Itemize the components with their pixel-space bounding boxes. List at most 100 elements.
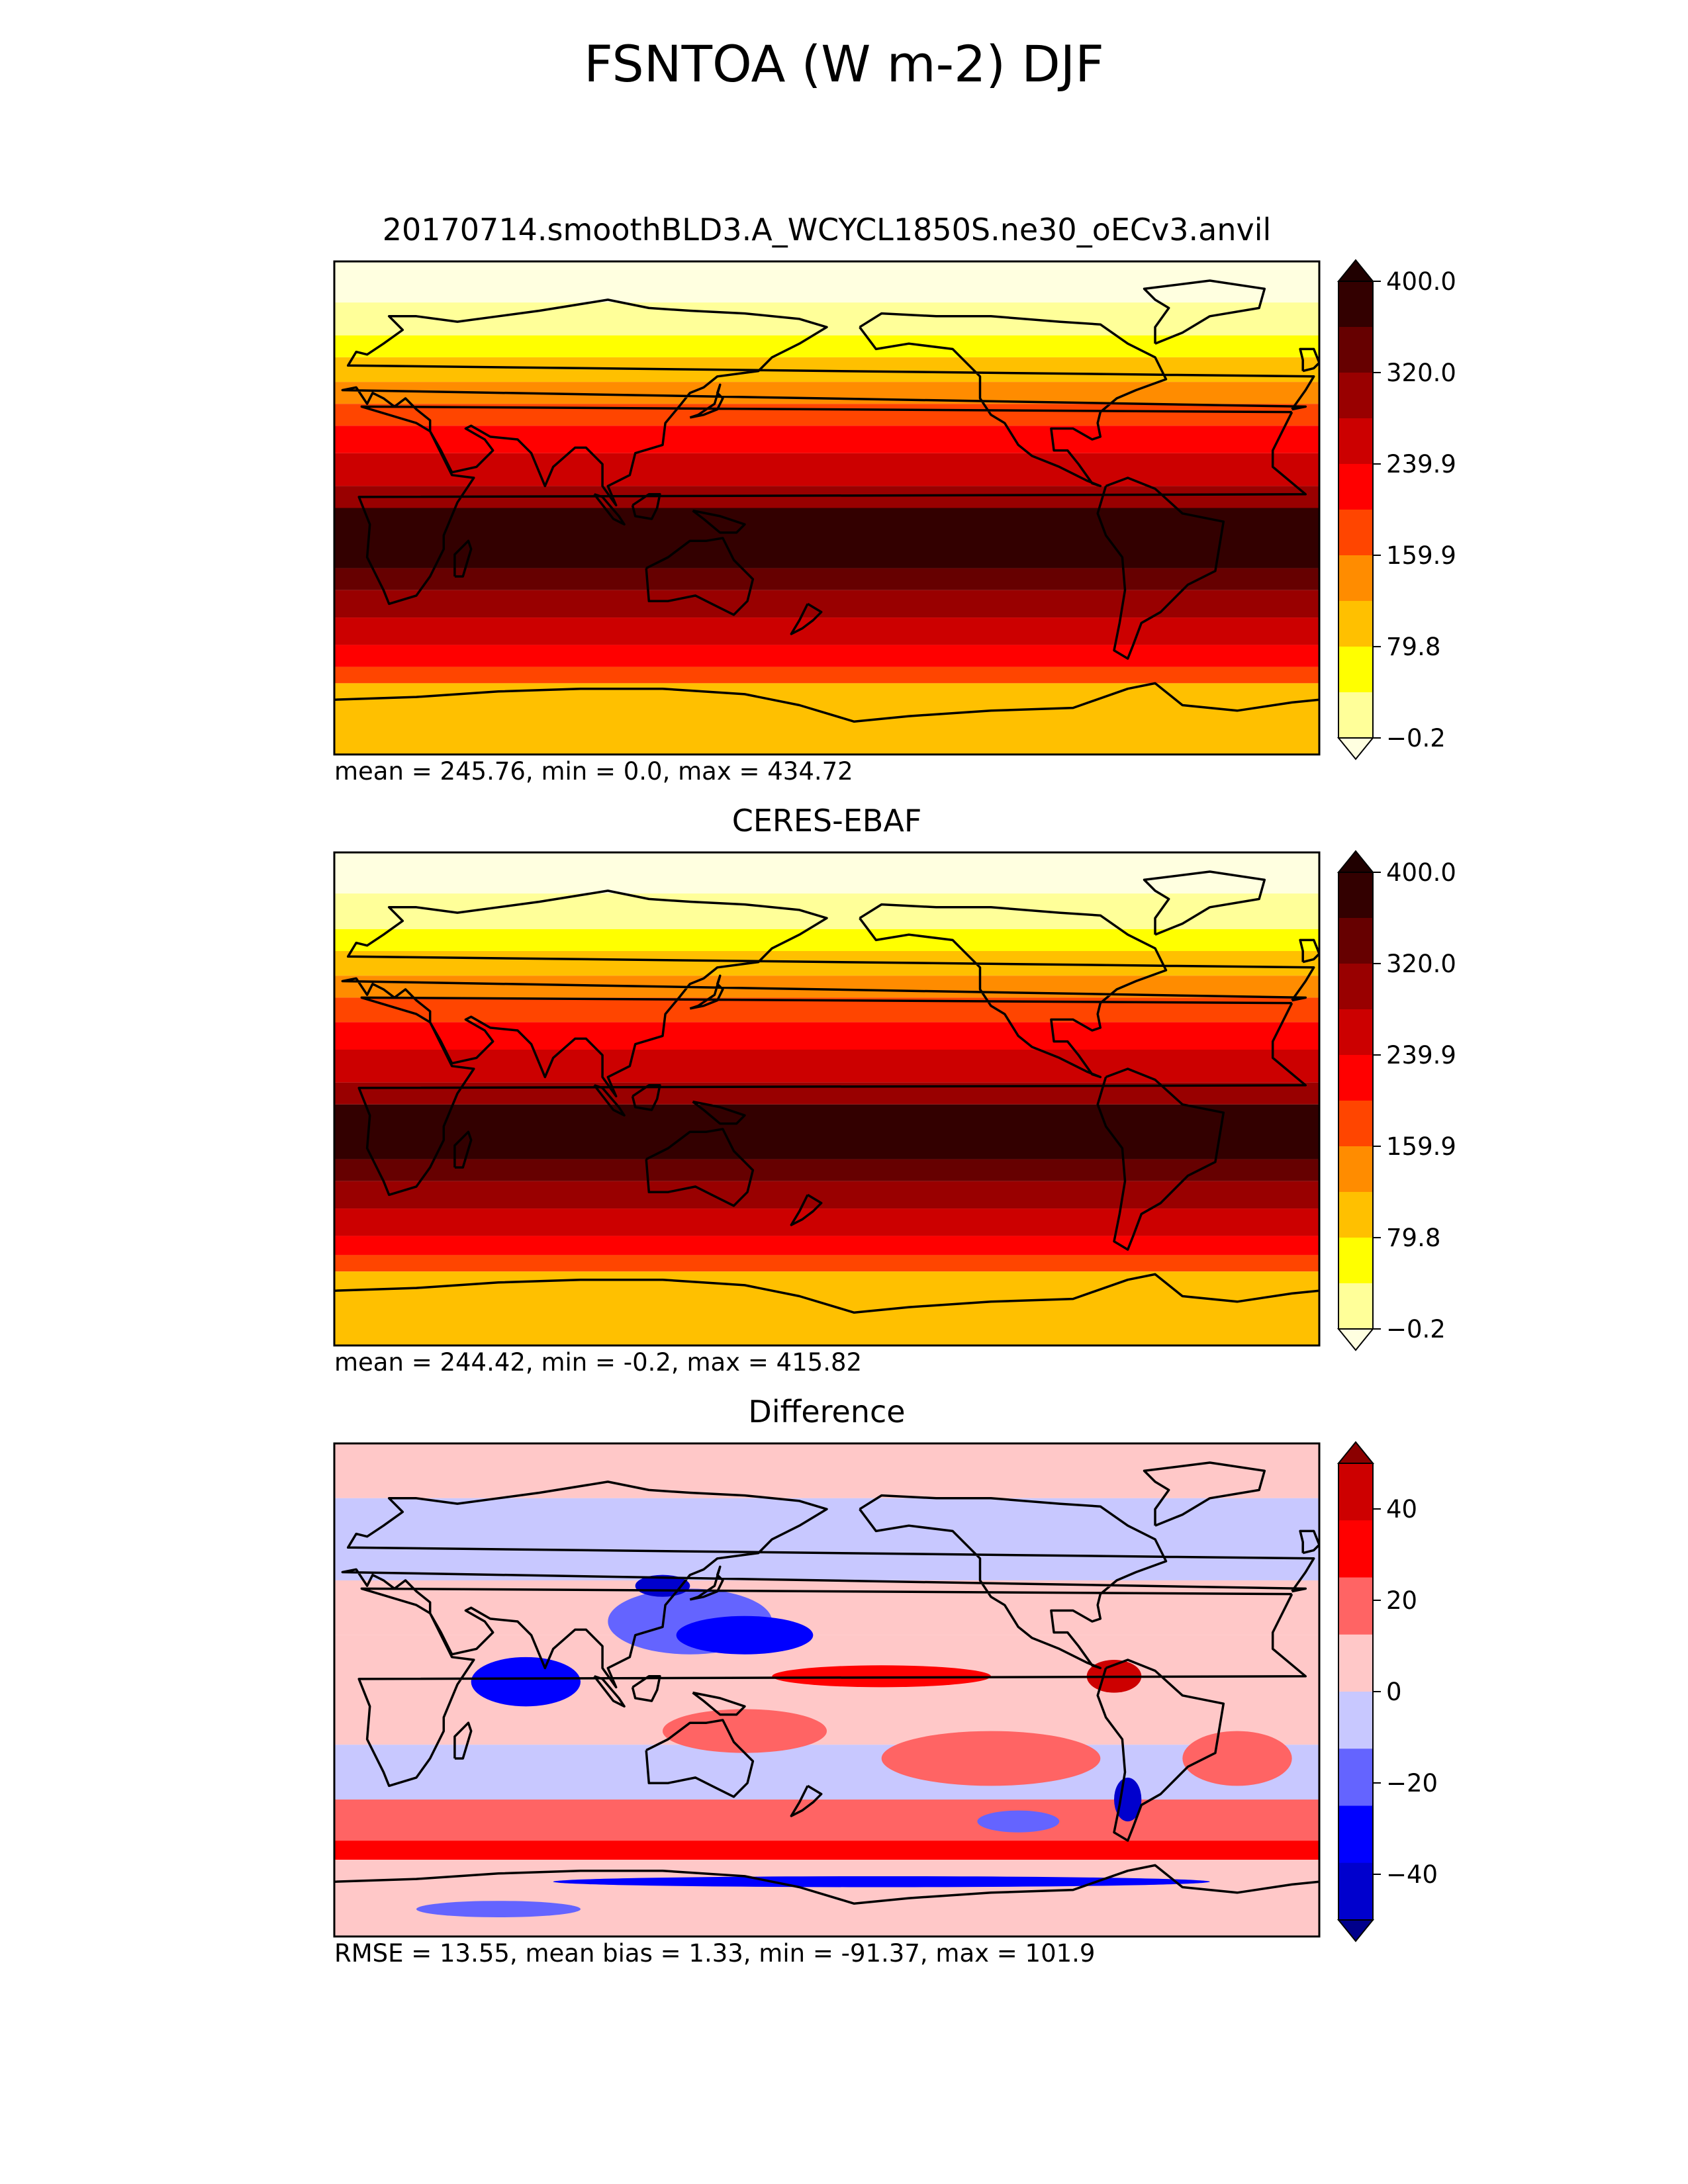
colorbar-segment bbox=[1338, 1805, 1373, 1864]
colorbar-segment bbox=[1338, 1634, 1373, 1692]
colorbar-frame bbox=[1338, 872, 1374, 1330]
colorbar-tick-label: 239.9 bbox=[1386, 450, 1456, 478]
map-field-test bbox=[334, 261, 1319, 754]
colorbar-segment bbox=[1338, 1749, 1373, 1806]
contour-anomaly bbox=[553, 1876, 1210, 1888]
contour-anomaly bbox=[663, 1709, 827, 1753]
colorbar-extend-max bbox=[1336, 1441, 1375, 1464]
colorbar-tick-label: 400.0 bbox=[1386, 858, 1456, 887]
colorbar-segment bbox=[1338, 1238, 1373, 1284]
colorbar-tick-label: 20 bbox=[1386, 1586, 1417, 1615]
contour-band bbox=[334, 683, 1319, 754]
coastlines-difference bbox=[334, 1461, 1319, 1905]
colorbar-extend-min bbox=[1336, 1328, 1375, 1351]
coastline bbox=[334, 870, 1319, 1314]
map-frame-test bbox=[333, 260, 1321, 756]
contour-band bbox=[334, 1181, 1319, 1209]
contour-band bbox=[334, 1104, 1319, 1160]
colorbar-segment bbox=[1338, 692, 1373, 739]
colorbar-extend-min bbox=[1336, 1919, 1375, 1942]
colorbar-segment bbox=[1338, 418, 1373, 465]
contour-band bbox=[334, 357, 1319, 383]
contour-band bbox=[334, 951, 1319, 976]
panel-title-difference: Difference bbox=[748, 1394, 905, 1430]
colorbar-tick-label: 0 bbox=[1386, 1678, 1402, 1706]
colorbar-tick-label: −20 bbox=[1386, 1769, 1438, 1797]
colorbar-segment bbox=[1338, 601, 1373, 647]
contour-band bbox=[334, 666, 1319, 684]
colorbar-extend-max bbox=[1336, 850, 1375, 873]
contour-band bbox=[334, 335, 1319, 357]
stats-difference: RMSE = 13.55, mean bias = 1.33, min = -9… bbox=[334, 1939, 1095, 1968]
colorbar-tick-label: 320.0 bbox=[1386, 359, 1456, 387]
colorbar-tick-label: 79.8 bbox=[1386, 1224, 1440, 1252]
contour-band bbox=[334, 453, 1319, 486]
colorbar-tick-label: 40 bbox=[1386, 1495, 1417, 1524]
coastlines-reference bbox=[334, 870, 1319, 1314]
colorbar-segment bbox=[1338, 1577, 1373, 1635]
colorbar-tick-label: −40 bbox=[1386, 1860, 1438, 1889]
panel-test: 20170714.smoothBLD3.A_WCYCL1850S.ne30_oE… bbox=[333, 212, 1456, 786]
contour-anomaly bbox=[1114, 1777, 1142, 1822]
colorbar-tick-label: 159.9 bbox=[1386, 541, 1456, 570]
colorbar-segment bbox=[1338, 555, 1373, 602]
colorbar-segment bbox=[1338, 647, 1373, 693]
colorbar-segment bbox=[1338, 510, 1373, 556]
colorbar-tick-label: −0.2 bbox=[1386, 1315, 1446, 1343]
colorbar-segment bbox=[1338, 1146, 1373, 1193]
colorbar-frame bbox=[1338, 281, 1374, 739]
map-frame-reference bbox=[333, 851, 1321, 1347]
contour-band bbox=[334, 1236, 1319, 1255]
panel-difference: Difference RMSE = 13.55, mean bias = 1.3… bbox=[333, 1394, 1438, 1968]
colorbar-tick-label: 400.0 bbox=[1386, 267, 1456, 296]
stats-reference: mean = 244.42, min = -0.2, max = 415.82 bbox=[334, 1348, 862, 1377]
contour-band bbox=[334, 568, 1319, 590]
panel-title-test: 20170714.smoothBLD3.A_WCYCL1850S.ne30_oE… bbox=[383, 212, 1272, 248]
contour-band bbox=[334, 590, 1319, 618]
contour-band bbox=[334, 1159, 1319, 1181]
contour-band bbox=[334, 1022, 1319, 1050]
colorbar-segment bbox=[1338, 918, 1373, 964]
colorbar-segment bbox=[1338, 1009, 1373, 1056]
colorbar-segment bbox=[1338, 327, 1373, 373]
map-field-reference bbox=[334, 852, 1319, 1345]
contour-band bbox=[334, 1745, 1319, 1800]
contour-band bbox=[334, 1799, 1319, 1841]
coastline bbox=[334, 279, 1319, 723]
coastline bbox=[334, 1461, 1319, 1905]
colorbar-reference: 400.0 320.0 239.9 159.9 79.8 −0.2 bbox=[1336, 850, 1456, 1351]
contour-anomaly bbox=[772, 1665, 991, 1688]
contour-band bbox=[334, 852, 1319, 894]
colorbar-tick-label: 159.9 bbox=[1386, 1132, 1456, 1161]
contour-band bbox=[334, 893, 1319, 929]
contour-band bbox=[334, 645, 1319, 667]
colorbar-test: 400.0 320.0 239.9 159.9 79.8 −0.2 bbox=[1336, 259, 1456, 760]
colorbar-segment bbox=[1338, 1055, 1373, 1101]
coastlines-test bbox=[334, 279, 1319, 723]
contour-anomaly bbox=[881, 1731, 1101, 1786]
colorbar-segment bbox=[1338, 1520, 1373, 1578]
contour-anomaly bbox=[676, 1615, 814, 1655]
colorbar-segment bbox=[1338, 1463, 1373, 1521]
contour-anomaly bbox=[1182, 1731, 1292, 1786]
figure-title: FSNTOA (W m-2) DJF bbox=[584, 34, 1104, 93]
colorbar-segment bbox=[1338, 1101, 1373, 1147]
colorbar-extend-max bbox=[1336, 259, 1375, 282]
colorbar-segment bbox=[1338, 373, 1373, 419]
contour-band bbox=[334, 1255, 1319, 1272]
colorbar-tick-label: −0.2 bbox=[1386, 724, 1446, 752]
contour-band bbox=[334, 1860, 1319, 1936]
colorbar-difference: 40 20 0 −20 −40 bbox=[1336, 1441, 1438, 1942]
contour-band bbox=[334, 508, 1319, 569]
colorbar-segment bbox=[1338, 964, 1373, 1010]
colorbar-segment bbox=[1338, 1192, 1373, 1238]
panel-title-reference: CERES-EBAF bbox=[732, 803, 922, 839]
colorbar-tick-label: 320.0 bbox=[1386, 950, 1456, 978]
contour-band bbox=[334, 426, 1319, 453]
contour-anomaly bbox=[471, 1657, 581, 1707]
colorbar-segment bbox=[1338, 1283, 1373, 1330]
map-frame-difference bbox=[333, 1442, 1321, 1938]
contour-band bbox=[334, 1050, 1319, 1083]
contour-band bbox=[334, 1271, 1319, 1345]
